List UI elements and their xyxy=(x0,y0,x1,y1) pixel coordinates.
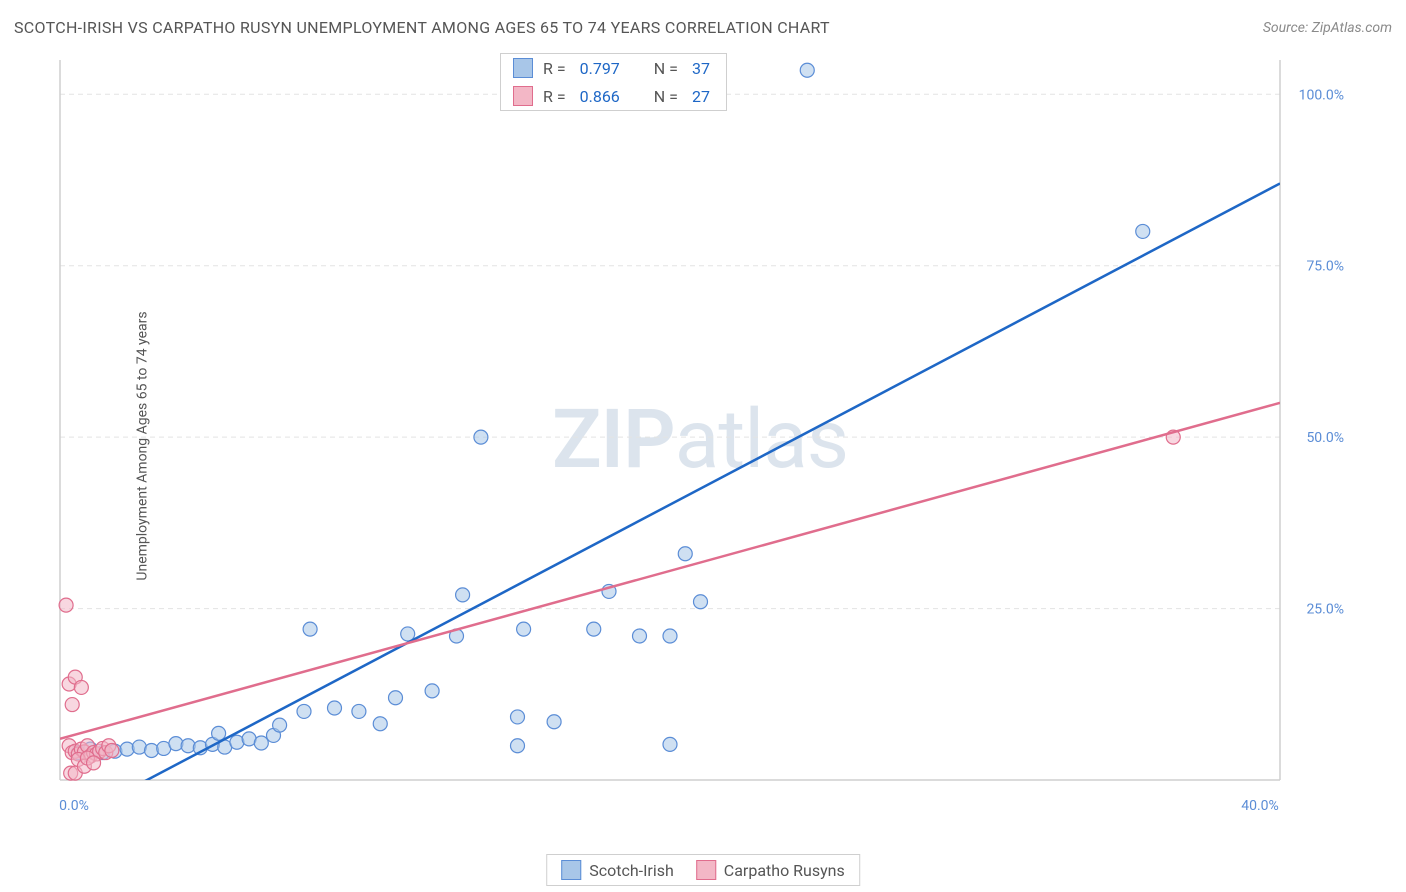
swatch-pink-icon xyxy=(696,860,716,880)
n-value-pink: 27 xyxy=(692,87,710,106)
n-label: N = xyxy=(654,87,678,106)
svg-text:75.0%: 75.0% xyxy=(1306,259,1344,275)
svg-text:25.0%: 25.0% xyxy=(1306,602,1344,618)
svg-text:0.0%: 0.0% xyxy=(59,798,89,814)
source-value: ZipAtlas.com xyxy=(1312,20,1392,36)
n-value-blue: 37 xyxy=(692,59,710,78)
chart-header: SCOTCH-IRISH VS CARPATHO RUSYN UNEMPLOYM… xyxy=(14,18,1392,37)
legend-label: Carpatho Rusyns xyxy=(724,861,845,880)
r-label: R = xyxy=(543,59,566,78)
n-label: N = xyxy=(654,59,678,78)
stats-legend: R = 0.797 N = 37 R = 0.866 N = 27 xyxy=(500,53,727,111)
svg-text:40.0%: 40.0% xyxy=(1241,798,1279,814)
stats-row-blue: R = 0.797 N = 37 xyxy=(501,54,726,82)
swatch-blue-icon xyxy=(561,860,581,880)
chart-title: SCOTCH-IRISH VS CARPATHO RUSYN UNEMPLOYM… xyxy=(14,18,830,37)
legend-item-scotch-irish: Scotch-Irish xyxy=(561,860,674,880)
chart-svg: 25.0% 50.0% 75.0% 100.0% 0.0% 40.0% xyxy=(50,50,1350,830)
r-value-pink: 0.866 xyxy=(580,87,620,106)
stats-row-pink: R = 0.866 N = 27 xyxy=(501,82,726,110)
r-label: R = xyxy=(543,87,566,106)
chart-source: Source: ZipAtlas.com xyxy=(1263,20,1392,36)
svg-text:100.0%: 100.0% xyxy=(1299,87,1344,103)
legend-item-carpatho-rusyns: Carpatho Rusyns xyxy=(696,860,845,880)
swatch-pink-icon xyxy=(513,86,533,106)
plot-area: ZIPatlas 25.0%50.0%75.0%100.0%0.0%40.0% … xyxy=(50,50,1350,830)
source-label: Source: xyxy=(1263,20,1312,36)
r-value-blue: 0.797 xyxy=(580,59,620,78)
legend-label: Scotch-Irish xyxy=(589,861,674,880)
bottom-legend: Scotch-Irish Carpatho Rusyns xyxy=(546,854,860,886)
swatch-blue-icon xyxy=(513,58,533,78)
svg-text:50.0%: 50.0% xyxy=(1306,430,1344,446)
